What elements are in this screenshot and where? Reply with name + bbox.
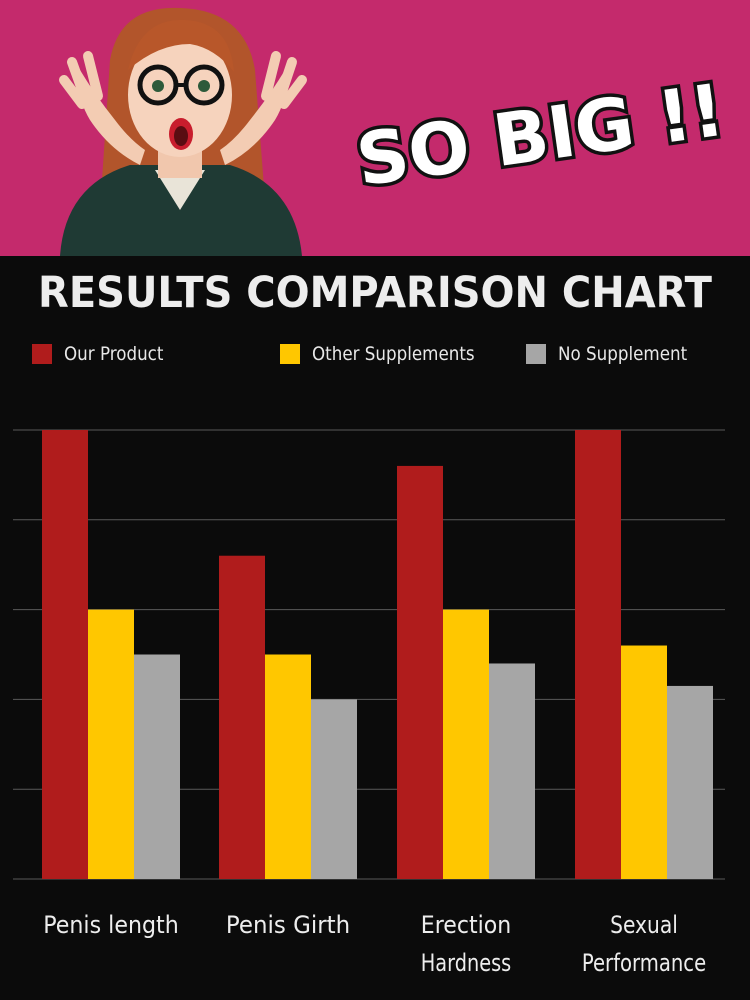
so-big-tagline: SO BIG !! [348,68,733,198]
bar-no-supplement-penis-girth [311,699,357,879]
bar-our-product-penis-length [42,430,88,879]
x-tick-label-sexual-performance: Sexual Performance [582,911,706,977]
bar-other-supplements-sexual-performance [621,645,667,879]
legend-item-other-supplements: Other Supplements [280,342,497,366]
bar-no-supplement-erection-hardness [489,663,535,879]
bar-our-product-sexual-performance [575,430,621,879]
bar-our-product-erection-hardness [397,465,443,879]
bar-no-supplement-penis-length [134,654,180,879]
legend-swatch-other-supplements [280,344,300,364]
legend-swatch-no-supplement [526,344,546,364]
legend-item-our-product: Our Product [32,342,177,366]
bar-our-product-penis-girth [219,555,265,879]
top-banner: SO BIG !! [0,0,750,256]
bar-no-supplement-sexual-performance [667,685,713,879]
x-tick-label-penis-girth: Penis Girth [226,911,350,939]
legend-label-our-product: Our Product [64,343,164,365]
bar-other-supplements-penis-girth [265,654,311,879]
chart-title: RESULTS COMPARISON CHART [38,268,712,318]
bar-other-supplements-penis-length [88,609,134,879]
bar-other-supplements-erection-hardness [443,609,489,879]
legend-label-no-supplement: No Supplement [558,343,688,365]
x-tick-label-erection-hardness: Erection Hardness [421,911,511,977]
legend-swatch-our-product [32,344,52,364]
legend-label-other-supplements: Other Supplements [312,343,475,365]
legend-item-no-supplement: No Supplement [526,342,705,366]
x-tick-label-penis-length: Penis length [43,911,179,939]
surprised-woman-photo [59,7,307,256]
